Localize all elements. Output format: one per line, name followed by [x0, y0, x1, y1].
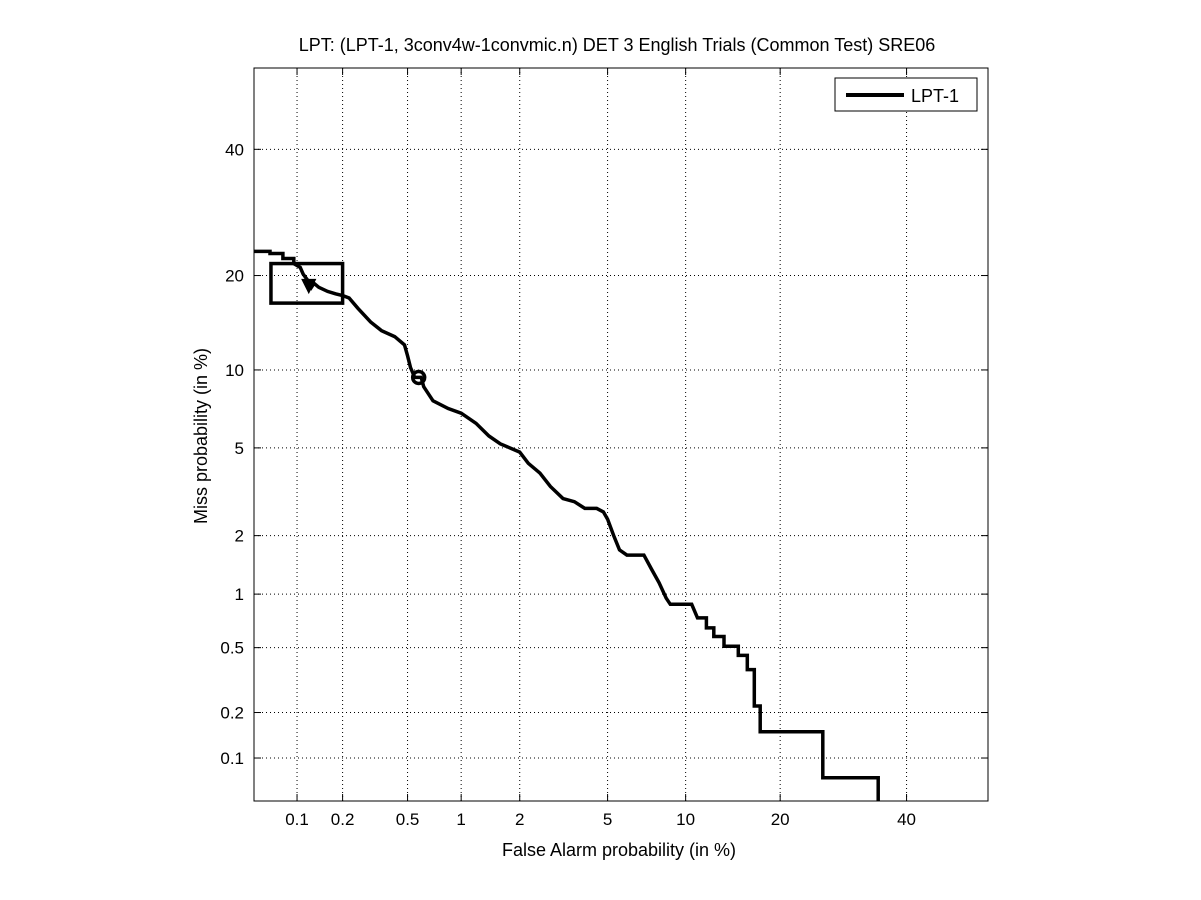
- series-layer: [254, 249, 880, 801]
- y-axis-ticks: 0.1 0.2 0.5 1 2 5 10 20 40: [220, 140, 988, 768]
- x-tick-label: 0.5: [396, 810, 420, 829]
- y-tick-label: 20: [225, 267, 244, 286]
- y-tick-label: 0.1: [220, 749, 244, 768]
- x-axis-ticks: 0.1 0.2 0.5 1 2 5 10 20 40: [285, 68, 916, 829]
- x-tick-label: 40: [897, 810, 916, 829]
- plot-background: [254, 68, 988, 801]
- confidence-box: [269, 261, 345, 305]
- y-tick-label: 0.5: [220, 639, 244, 658]
- plot-area: 0.1 0.2 0.5 1 2 5 10 20 40 0.1 0.2 0.5 1 2 5 10 20 40: [220, 67, 989, 829]
- det-curve-lpt-1: [254, 249, 880, 801]
- x-tick-label: 20: [771, 810, 790, 829]
- x-axis-title: False Alarm probability (in %): [502, 840, 736, 860]
- plot-frame: [253, 67, 989, 802]
- x-tick-label: 2: [515, 810, 524, 829]
- y-tick-label: 0.2: [220, 704, 244, 723]
- actual-dcf-marker: [301, 278, 317, 295]
- y-tick-label: 10: [225, 361, 244, 380]
- chart-title: LPT: (LPT-1, 3conv4w-1convmic.n) DET 3 E…: [299, 35, 936, 55]
- y-tick-label: 1: [235, 585, 244, 604]
- x-tick-label: 0.1: [285, 810, 309, 829]
- y-tick-label: 2: [235, 527, 244, 546]
- y-tick-label: 5: [235, 439, 244, 458]
- min-dcf-marker: [410, 369, 427, 386]
- x-tick-label: 1: [456, 810, 465, 829]
- legend: LPT-1: [834, 77, 978, 112]
- x-tick-label: 0.2: [331, 810, 355, 829]
- x-tick-label: 10: [676, 810, 695, 829]
- y-axis-title: Miss probability (in %): [191, 348, 211, 524]
- x-tick-label: 5: [603, 810, 612, 829]
- y-tick-label: 40: [225, 140, 244, 159]
- legend-label-lpt-1: LPT-1: [911, 86, 959, 106]
